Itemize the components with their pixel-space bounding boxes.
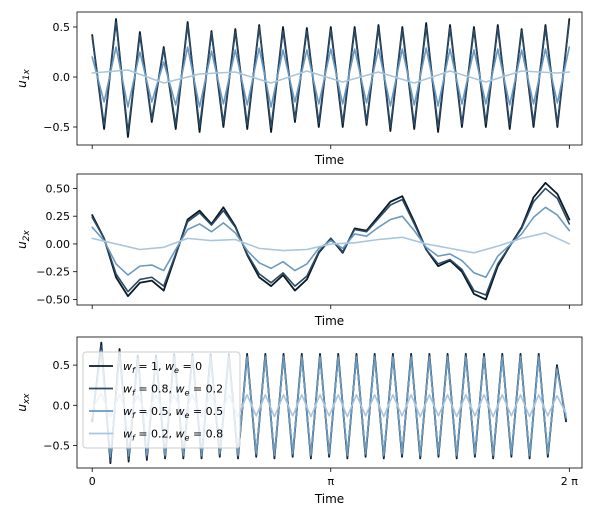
series-line-s3	[91, 46, 571, 108]
series-line-s2	[91, 187, 571, 296]
legend: wf = 1, we = 0 wf = 0.8, we = 0.2 wf = 0.5…	[82, 351, 241, 449]
y-tick-label: −0.5	[43, 121, 70, 134]
panel-u1x: −0.5 0.0 0.5 u1x	[15, 11, 583, 149]
series-line-s3	[91, 206, 571, 279]
legend-entry-s4: wf = 0.2, we = 0.8	[123, 428, 223, 443]
y-tick-label: −0.5	[43, 439, 70, 452]
plot-frame	[76, 11, 583, 146]
y-tick-label: −0.50	[36, 293, 70, 306]
y-tick-label: 0.0	[53, 71, 71, 84]
legend-entry-s2: wf = 0.8, we = 0.2	[123, 383, 223, 398]
x-axis-label: Time	[314, 153, 344, 167]
x-axis-label: Time	[314, 492, 344, 506]
y-axis-label: uxx	[15, 393, 32, 412]
x-axis-label: Time	[314, 314, 344, 328]
y-axis-label: u2x	[15, 230, 32, 249]
series-line-s2	[91, 21, 571, 133]
y-tick-label: 0.25	[46, 210, 71, 223]
x-tick-label: π	[327, 475, 334, 488]
panel-u2x: −0.50 −0.25 0.00 0.25 0.50 u2x	[15, 173, 583, 309]
series-line-s4	[91, 69, 571, 84]
x-tick-label: 2 π	[561, 475, 578, 488]
series-group	[91, 181, 571, 301]
plot-frame	[76, 173, 583, 306]
y-tick-label: 0.00	[46, 238, 71, 251]
x-tick-label: 0	[89, 475, 96, 488]
y-tick-label: 0.5	[53, 21, 71, 34]
y-tick-label: 0.5	[53, 359, 71, 372]
legend-box	[82, 351, 241, 449]
series-group	[91, 18, 571, 138]
y-tick-label: 0.0	[53, 399, 71, 412]
y-axis-label: u1x	[15, 69, 32, 88]
y-tick-label: −0.25	[36, 266, 70, 279]
y-tick-label: 0.50	[46, 182, 71, 195]
legend-entry-s3: wf = 0.5, we = 0.5	[123, 405, 223, 420]
series-line-s4	[91, 232, 571, 254]
legend-entry-s1: wf = 1, we = 0	[123, 360, 202, 375]
plot-frame	[76, 336, 583, 469]
